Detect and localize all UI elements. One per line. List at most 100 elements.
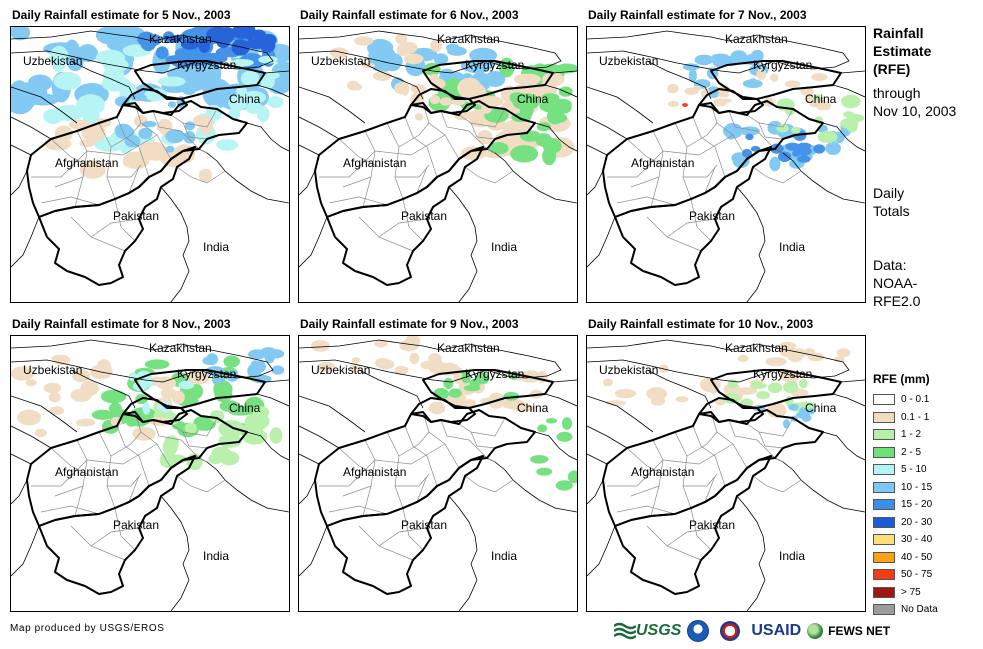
- rainfall-map: Kazakhstan Uzbekistan Kyrgyzstan China Afgha…: [11, 339, 289, 611]
- legend-label: 1 - 2: [901, 429, 922, 441]
- country-borders: [26, 369, 266, 595]
- map-frame: Kazakhstan Uzbekistan Kyrgyzstan China Afgha…: [586, 26, 866, 303]
- legend-label: 10 - 15: [901, 481, 933, 493]
- map-frame: Kazakhstan Uzbekistan Kyrgyzstan China Afgha…: [10, 335, 290, 612]
- fews-logo: FEWS NET: [807, 623, 890, 639]
- nws-logo: [720, 621, 745, 641]
- country-label-china: China: [517, 401, 549, 415]
- country-label-pakistan: Pakistan: [401, 518, 447, 532]
- province-borders: [319, 102, 514, 252]
- usgs-logo: USGS: [614, 622, 681, 640]
- country-label-afghanistan: Afghanistan: [343, 465, 406, 479]
- legend-item: 50 - 75: [873, 566, 973, 584]
- country-label-india: India: [779, 240, 805, 254]
- neighbor-borders: [299, 339, 577, 611]
- panel-title: Daily Rainfall estimate for 7 Nov., 2003: [588, 8, 807, 22]
- legend-item: 40 - 50: [873, 549, 973, 567]
- country-label-kazakhstan: Kazakhstan: [437, 32, 500, 46]
- legend-swatch: [873, 534, 895, 546]
- panel-title: Daily Rainfall estimate for 5 Nov., 2003: [12, 8, 231, 22]
- country-label-china: China: [229, 92, 261, 106]
- side-title-line: Estimate: [873, 43, 932, 59]
- globe-icon: [807, 623, 824, 639]
- panel-title: Daily Rainfall estimate for 8 Nov., 2003: [12, 317, 231, 331]
- country-label-pakistan: Pakistan: [401, 209, 447, 223]
- noaa-logo: [687, 620, 714, 642]
- map-frame: Kazakhstan Uzbekistan Kyrgyzstan China Afgha…: [10, 26, 290, 303]
- country-label-kyrgyzstan: Kyrgyzstan: [177, 58, 236, 72]
- side-source-line: NOAA-: [873, 275, 918, 291]
- country-label-afghanistan: Afghanistan: [55, 156, 118, 170]
- map-credit: Map produced by USGS/EROS: [10, 623, 165, 634]
- rainfall-field: [667, 49, 865, 172]
- country-label-kyrgyzstan: Kyrgyzstan: [753, 58, 812, 72]
- legend-item: > 75: [873, 584, 973, 602]
- legend-swatch: [873, 551, 895, 563]
- legend-item: 0.1 - 1: [873, 409, 973, 427]
- usaid-logo: USAID: [751, 622, 801, 640]
- country-label-kyrgyzstan: Kyrgyzstan: [753, 367, 812, 381]
- rainfall-map: Kazakhstan Uzbekistan Kyrgyzstan China Afgha…: [299, 336, 577, 611]
- neighbor-borders: [299, 30, 577, 302]
- noaa-seal-icon: [687, 620, 710, 642]
- country-label-kazakhstan: Kazakhstan: [149, 32, 212, 46]
- legend-label: > 75: [901, 586, 921, 598]
- country-borders: [602, 60, 842, 286]
- country-label-pakistan: Pakistan: [689, 518, 735, 532]
- legend-swatch: [873, 464, 895, 476]
- legend-items: 0 - 0.1 0.1 - 1 1 - 2 2 - 5 5 - 10 10 - 15 15 …: [873, 391, 973, 619]
- country-label-india: India: [779, 549, 805, 563]
- country-label-uzbekistan: Uzbekistan: [599, 54, 658, 68]
- country-label-pakistan: Pakistan: [113, 518, 159, 532]
- map-frame: Kazakhstan Uzbekistan Kyrgyzstan China Afgha…: [586, 335, 866, 612]
- legend-item: 0 - 0.1: [873, 391, 973, 409]
- legend-label: 30 - 40: [901, 534, 933, 546]
- country-borders: [26, 60, 266, 286]
- country-label-uzbekistan: Uzbekistan: [23, 54, 82, 68]
- panel-title: Daily Rainfall estimate for 9 Nov., 2003: [300, 317, 519, 331]
- side-through: through: [873, 85, 921, 101]
- side-source-line: Data:: [873, 257, 907, 273]
- province-borders: [31, 411, 226, 561]
- legend-item: No Data: [873, 601, 973, 619]
- country-label-uzbekistan: Uzbekistan: [311, 54, 370, 68]
- nws-seal-icon: [720, 621, 741, 641]
- province-borders: [607, 102, 802, 252]
- rainfall-field: [11, 27, 289, 183]
- fews-logo-text: FEWS NET: [828, 624, 891, 638]
- map-frame: Kazakhstan Uzbekistan Kyrgyzstan China Afgha…: [298, 26, 578, 303]
- country-label-india: India: [203, 549, 229, 563]
- country-label-china: China: [229, 401, 261, 415]
- side-daily-line: Daily: [873, 185, 905, 201]
- neighbor-borders: [587, 339, 865, 611]
- legend-swatch: [873, 446, 895, 458]
- country-label-china: China: [805, 92, 837, 106]
- legend-swatch: [873, 586, 895, 598]
- country-label-india: India: [491, 240, 517, 254]
- legend-item: 20 - 30: [873, 514, 973, 532]
- country-label-kazakhstan: Kazakhstan: [437, 341, 500, 355]
- side-title-line: (RFE): [873, 61, 911, 77]
- country-label-afghanistan: Afghanistan: [631, 465, 694, 479]
- country-label-uzbekistan: Uzbekistan: [311, 363, 370, 377]
- country-label-pakistan: Pakistan: [689, 209, 735, 223]
- legend-label: 5 - 10: [901, 464, 927, 476]
- country-label-india: India: [491, 549, 517, 563]
- country-label-china: China: [517, 92, 549, 106]
- usgs-wave-icon: [614, 622, 636, 640]
- country-label-india: India: [203, 240, 229, 254]
- rainfall-map: Kazakhstan Uzbekistan Kyrgyzstan China Afgha…: [587, 30, 865, 302]
- country-label-afghanistan: Afghanistan: [343, 156, 406, 170]
- side-title-line: Rainfall: [873, 25, 924, 41]
- country-label-uzbekistan: Uzbekistan: [23, 363, 82, 377]
- country-label-china: China: [805, 401, 837, 415]
- side-daily-line: Totals: [873, 203, 910, 219]
- legend-label: 0.1 - 1: [901, 411, 930, 423]
- country-label-kyrgyzstan: Kyrgyzstan: [465, 58, 524, 72]
- legend-label: 2 - 5: [901, 446, 922, 458]
- usgs-logo-text: USGS: [636, 622, 682, 639]
- rainfall-map: Kazakhstan Uzbekistan Kyrgyzstan China Afgha…: [587, 339, 865, 611]
- legend-item: 5 - 10: [873, 461, 973, 479]
- panel-title: Daily Rainfall estimate for 10 Nov., 200…: [588, 317, 814, 331]
- legend-label: 15 - 20: [901, 499, 933, 511]
